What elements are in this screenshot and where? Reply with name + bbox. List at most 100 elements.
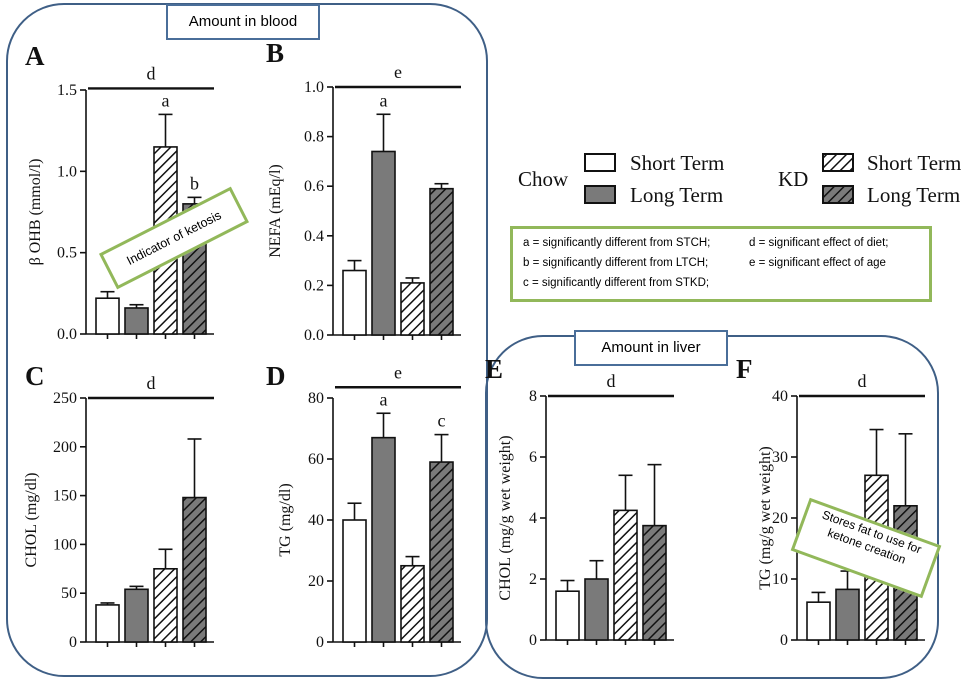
sig-key-c: c = significantly different from STKD; — [523, 277, 710, 289]
panel-a-y-tick-label: 0.0 — [57, 326, 77, 343]
legend: Chow Short Term Long Term KD Short Term … — [518, 151, 961, 207]
panel-b-y-tick-label: 0.0 — [304, 327, 324, 344]
panel-c-bar-kd-long — [182, 496, 207, 643]
panel-f-y-tick-label: 30 — [772, 449, 788, 466]
panel-c-y-tick-label: 50 — [61, 585, 77, 602]
panel-f: F 0 10 20 30 40 TG (mg/g wet weight) d — [736, 354, 925, 649]
panel-b-y-tick-label: 1.0 — [304, 79, 324, 96]
panel-d-y-axis-label: TG (mg/dl) — [277, 483, 294, 556]
panel-e-y-tick-label: 0 — [529, 632, 537, 649]
panel-d-bar-kd-long — [429, 461, 454, 643]
panel-e: E 0 2 4 6 8 CHOL (mg/g wet weight) d — [485, 354, 674, 649]
panel-b-bracket-label: e — [394, 62, 402, 82]
panel-f-y-tick-label: 20 — [772, 510, 788, 527]
panel-f-bar-chow-long — [835, 588, 860, 641]
panel-e-letter: E — [485, 354, 503, 384]
panel-b-bar-kd-short — [400, 282, 425, 336]
sig-key-d: d = significant effect of diet; — [749, 237, 889, 249]
panel-c-bar-kd-short — [153, 567, 178, 643]
panel-f-y-tick-label: 0 — [780, 632, 788, 649]
legend-swatch-chow-long — [584, 185, 616, 204]
panel-d-bar-chow-short — [342, 519, 367, 643]
significance-key: a = significantly different from STCH; b… — [510, 226, 932, 302]
panel-d-bar-label-kd-long: c — [438, 411, 446, 431]
panel-a-bar-label-kd-long: b — [190, 173, 199, 193]
panel-c-y-tick-label: 200 — [53, 439, 77, 456]
panel-e-bar-chow-long — [584, 578, 609, 641]
panel-a-bar-label-kd-short: a — [162, 90, 170, 110]
panel-d-bar-kd-short — [400, 564, 425, 643]
panel-e-y-tick-label: 6 — [529, 449, 537, 466]
panel-c-y-axis-label: CHOL (mg/dl) — [23, 473, 40, 568]
panel-d-y-tick-label: 20 — [308, 573, 324, 590]
panel-f-bar-chow-short — [806, 601, 831, 641]
panel-b-bar-kd-long — [429, 187, 454, 336]
panel-a-bracket-label: d — [147, 63, 156, 83]
panel-b-y-tick-label: 0.2 — [304, 277, 324, 294]
panel-c-y-tick-label: 250 — [53, 390, 77, 407]
panel-d: D 0 20 40 60 80 TG (mg/dl) a c e — [266, 361, 461, 651]
panel-a-bar-chow-short — [95, 297, 120, 335]
panel-e-y-axis-label: CHOL (mg/g wet weight) — [497, 435, 514, 600]
sig-key-b: b = significantly different from LTCH; — [523, 257, 709, 269]
panel-d-y-tick-label: 60 — [308, 451, 324, 468]
panel-e-y-tick-label: 4 — [529, 510, 537, 527]
liver-region-label: Amount in liver — [574, 330, 728, 366]
panel-f-y-axis-label: TG (mg/g wet weight) — [757, 446, 774, 590]
panel-d-y-tick-label: 40 — [308, 512, 324, 529]
sig-key-e: e = significant effect of age — [749, 257, 886, 269]
panel-a-y-axis-label: β OHB (mmol/l) — [27, 159, 44, 266]
panel-c-y-tick-label: 100 — [53, 536, 77, 553]
panel-e-bar-chow-short — [555, 590, 580, 641]
panel-f-bracket-label: d — [858, 371, 867, 391]
panel-f-letter: F — [736, 354, 753, 384]
panel-c-y-tick-label: 150 — [53, 488, 77, 505]
panel-b-y-axis-label: NEFA (mEq/l) — [267, 164, 284, 257]
panel-a: A 0.0 0.5 1.0 1.5 β OHB (mmol/l) a b d — [25, 41, 214, 343]
panel-e-bar-kd-short — [613, 509, 638, 641]
panel-b-y-tick-label: 0.8 — [304, 129, 324, 146]
panel-c-bar-chow-long — [124, 588, 149, 643]
panel-a-y-tick-label: 1.0 — [57, 163, 77, 180]
panel-b-bar-label-chow-long: a — [380, 90, 388, 110]
panel-b: B 0.0 0.2 0.4 0.6 0.8 1.0 NEFA (mEq/l) ae — [266, 38, 461, 344]
legend-chow-short-label: Short Term — [630, 151, 724, 175]
panel-a-bar-chow-long — [124, 307, 149, 335]
panel-a-y-tick-label: 0.5 — [57, 245, 77, 262]
panel-b-y-tick-label: 0.6 — [304, 178, 324, 195]
panel-c-bracket-label: d — [147, 373, 156, 393]
panel-d-bracket-label: e — [394, 362, 402, 382]
panel-b-bar-chow-long — [371, 150, 396, 336]
legend-group-kd: KD — [778, 167, 808, 191]
panel-b-bar-chow-short — [342, 269, 367, 336]
legend-swatch-kd-long — [822, 185, 854, 204]
legend-group-chow: Chow — [518, 167, 569, 191]
panel-c-letter: C — [25, 361, 45, 391]
panel-e-bar-kd-long — [642, 524, 667, 641]
panel-f-y-tick-label: 10 — [772, 571, 788, 588]
panel-a-letter: A — [25, 41, 45, 71]
panel-c-bar-chow-short — [95, 604, 120, 643]
panel-d-y-tick-label: 0 — [316, 634, 324, 651]
panel-a-y-tick-label: 1.5 — [57, 82, 77, 99]
panel-c: C 0 50 100 150 200 250 CHOL (mg/dl) d — [23, 361, 214, 651]
panel-d-bar-label-chow-long: a — [380, 389, 388, 409]
panel-d-y-tick-label: 80 — [308, 390, 324, 407]
legend-swatch-kd-short — [822, 153, 854, 172]
blood-region-label: Amount in blood — [166, 4, 320, 40]
legend-kd-long-label: Long Term — [867, 183, 960, 207]
panel-e-bracket-label: d — [607, 371, 616, 391]
legend-chow-long-label: Long Term — [630, 183, 723, 207]
legend-kd-short-label: Short Term — [867, 151, 961, 175]
legend-swatch-chow-short — [584, 153, 616, 172]
panel-d-letter: D — [266, 361, 286, 391]
panel-f-y-tick-label: 40 — [772, 388, 788, 405]
panel-d-bar-chow-long — [371, 436, 396, 643]
panel-c-y-tick-label: 0 — [69, 634, 77, 651]
sig-key-a: a = significantly different from STCH; — [523, 237, 711, 249]
panel-b-y-tick-label: 0.4 — [304, 228, 324, 245]
panel-e-y-tick-label: 2 — [529, 571, 537, 588]
panel-e-y-tick-label: 8 — [529, 388, 537, 405]
panel-b-letter: B — [266, 38, 284, 68]
